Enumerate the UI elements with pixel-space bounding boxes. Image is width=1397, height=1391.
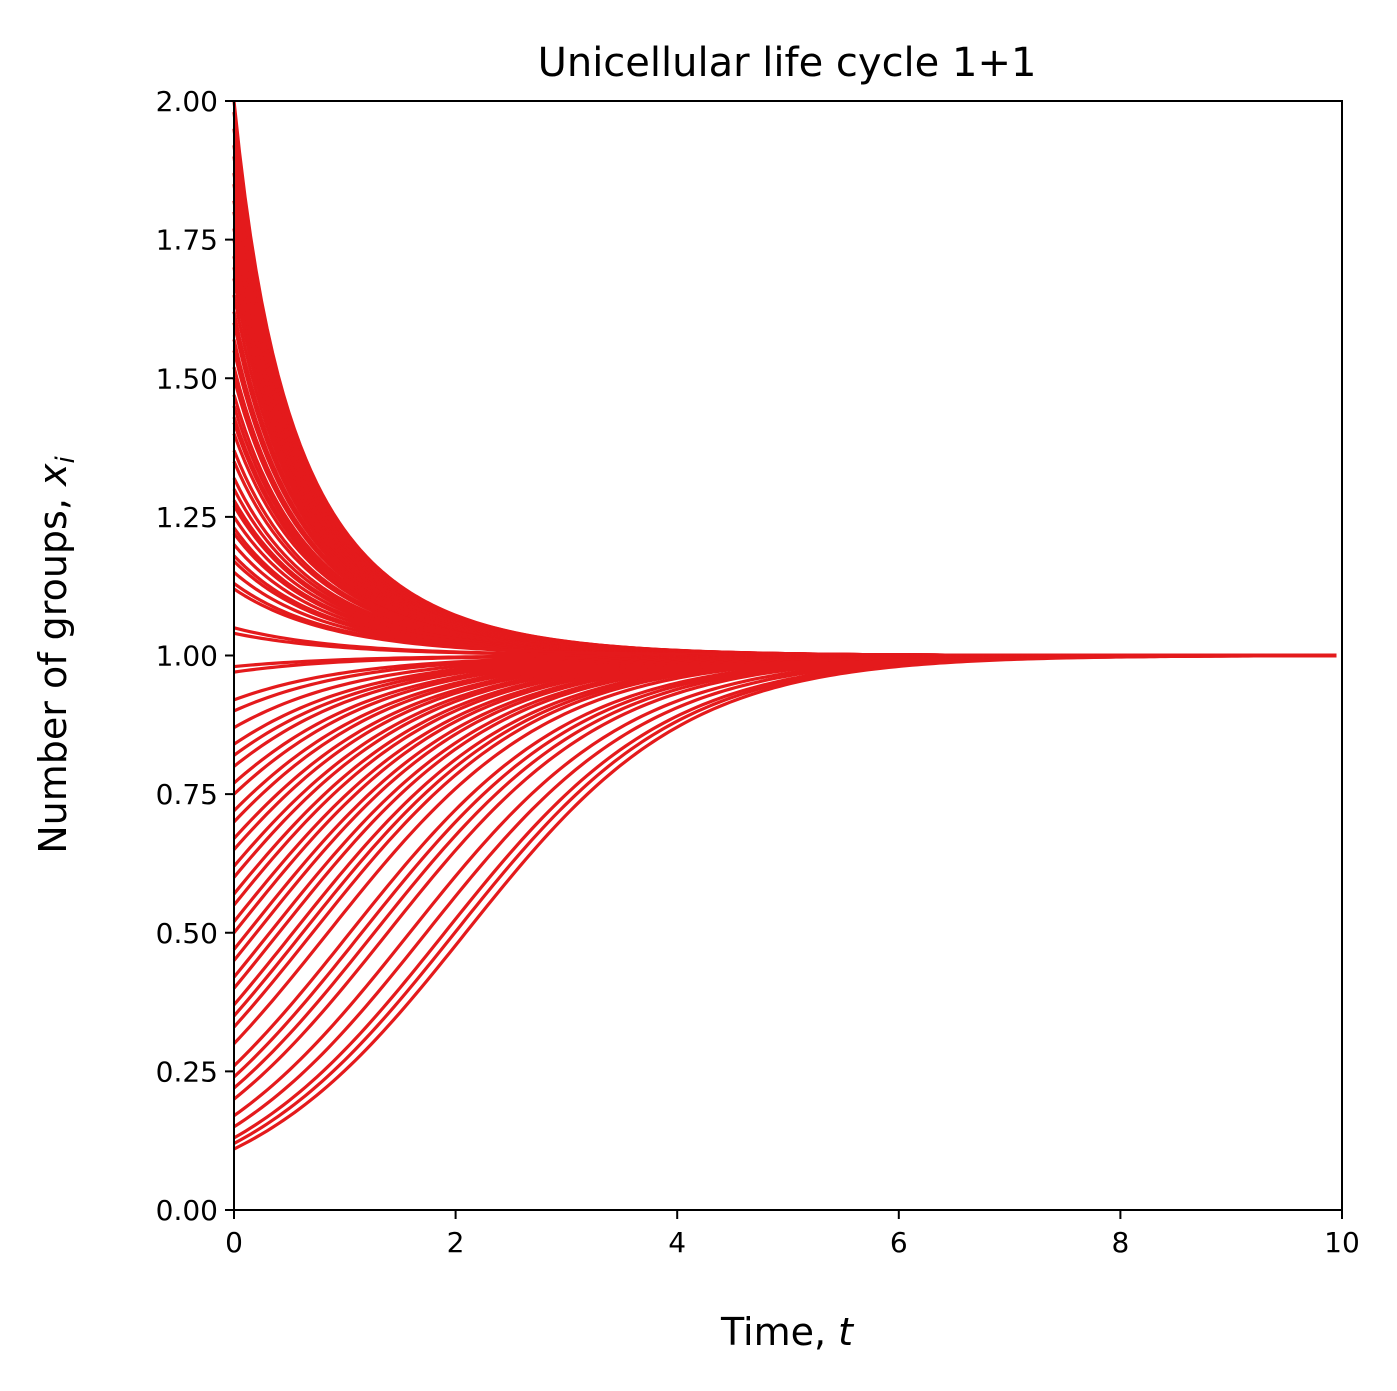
- series-group: [232, 100, 1337, 1151]
- x-tick-label: 10: [1324, 1226, 1360, 1259]
- chart-title: Unicellular life cycle 1+1: [538, 40, 1037, 86]
- y-tick-label: 0.75: [156, 778, 218, 811]
- x-tick-label: 6: [890, 1226, 908, 1259]
- x-tick-label: 4: [668, 1226, 686, 1259]
- y-axis-label: Number of groups, xi: [31, 455, 81, 853]
- y-tick-label: 1.00: [156, 640, 218, 673]
- x-tick-label: 8: [1111, 1226, 1129, 1259]
- y-tick-label: 1.50: [156, 362, 218, 395]
- y-axis-label-text: Number of groups,: [31, 486, 75, 854]
- y-axis-label-sub: i: [51, 455, 81, 463]
- x-axis-label: Time, t: [720, 1310, 855, 1354]
- series-line: [233, 654, 1337, 1151]
- x-axis: 0 2 4 6 8 10: [225, 1210, 1360, 1259]
- y-tick-label: 2.00: [156, 85, 218, 118]
- x-tick-label: 0: [225, 1226, 243, 1259]
- x-axis-label-text: Time,: [720, 1310, 838, 1354]
- x-axis-label-var: t: [838, 1310, 855, 1354]
- y-tick-label: 0.00: [156, 1194, 218, 1227]
- x-tick-label: 2: [447, 1226, 465, 1259]
- y-tick-label: 0.25: [156, 1055, 218, 1088]
- y-axis: 0.00 0.25 0.50 0.75 1.00 1.25 1.50 1.75 2.00: [156, 85, 234, 1227]
- y-tick-label: 1.25: [156, 501, 218, 534]
- y-tick-label: 1.75: [156, 224, 218, 257]
- y-tick-label: 0.50: [156, 917, 218, 950]
- y-axis-label-var: x: [31, 463, 75, 487]
